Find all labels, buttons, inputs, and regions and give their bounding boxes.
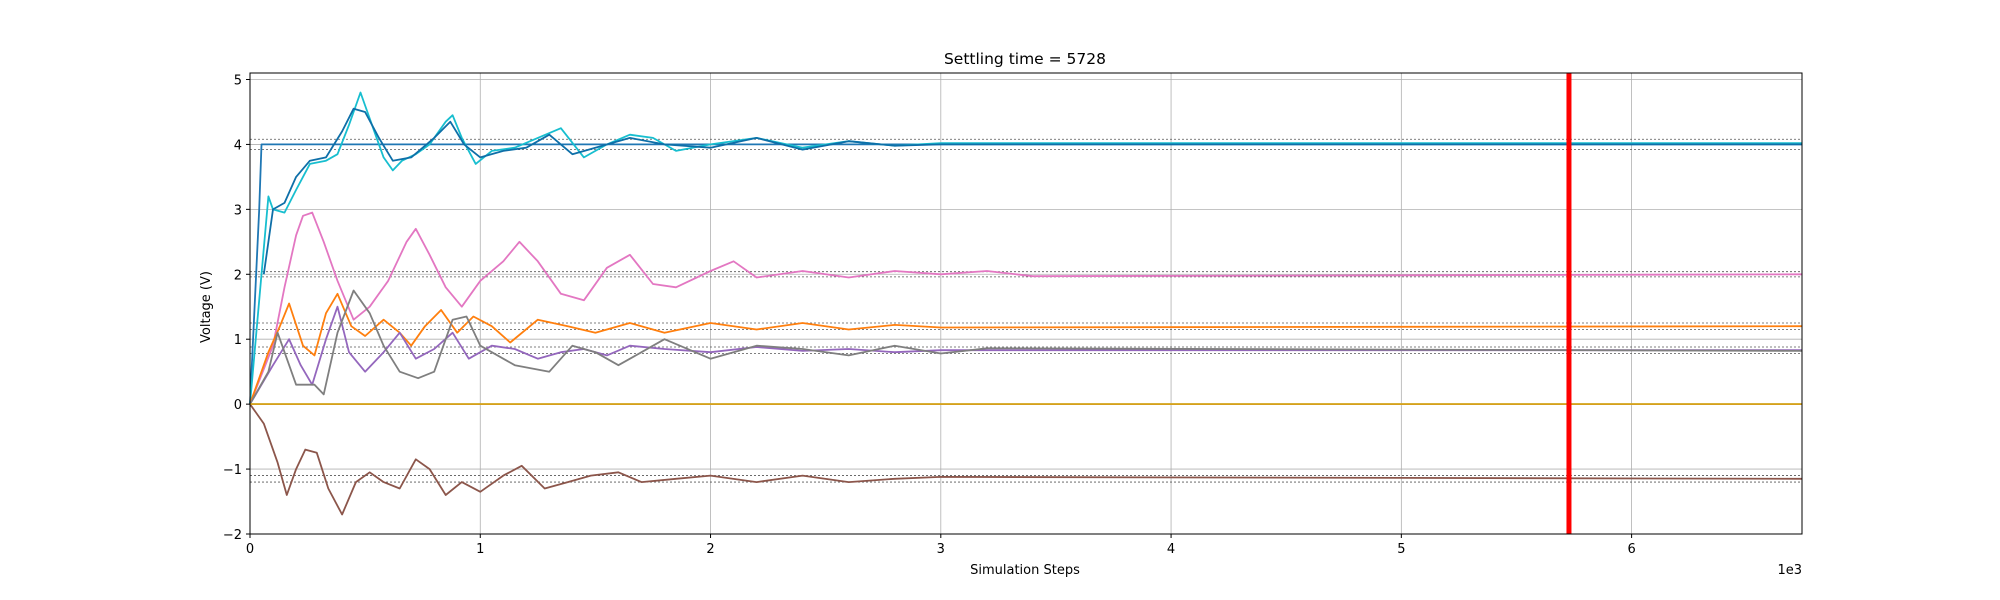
x-tick-label: 5 (1397, 542, 1405, 557)
x-tick-label: 6 (1627, 542, 1635, 557)
y-tick-label: 4 (234, 138, 242, 153)
x-tick-label: 1 (476, 542, 484, 557)
x-axis-label: Simulation Steps (970, 563, 1080, 578)
chart-title: Settling time = 5728 (944, 50, 1106, 68)
x-tick-label: 2 (706, 542, 714, 557)
y-tick-label: −2 (223, 528, 242, 543)
series-line (249, 143, 1802, 405)
y-tick-label: 5 (234, 73, 242, 88)
series-lines (249, 91, 1803, 516)
series-line (249, 403, 1803, 516)
x-tick-label: 3 (937, 542, 945, 557)
tolerance-bands (250, 138, 1802, 483)
x-tick-label: 0 (246, 542, 254, 557)
x-axis-offset-text: 1e3 (1777, 563, 1802, 578)
series-line (249, 305, 1802, 405)
y-tick-label: 2 (234, 268, 242, 283)
x-tick-label: 4 (1167, 542, 1175, 557)
series-line (249, 289, 1803, 405)
plot-frame (249, 72, 1803, 535)
series-line (249, 211, 1803, 405)
series-line (249, 292, 1803, 405)
y-tick-label: 3 (234, 203, 242, 218)
y-axis-label: Voltage (V) (199, 271, 214, 343)
axis-ticks: 0 1 2 3 4 5 6 −2 −1 0 1 2 3 4 5 (223, 73, 1636, 557)
y-tick-label: −1 (223, 463, 242, 478)
y-tick-label: 1 (234, 333, 242, 348)
y-tick-label: 0 (234, 398, 242, 413)
series-line (262, 107, 1802, 275)
series-line (249, 91, 1802, 405)
